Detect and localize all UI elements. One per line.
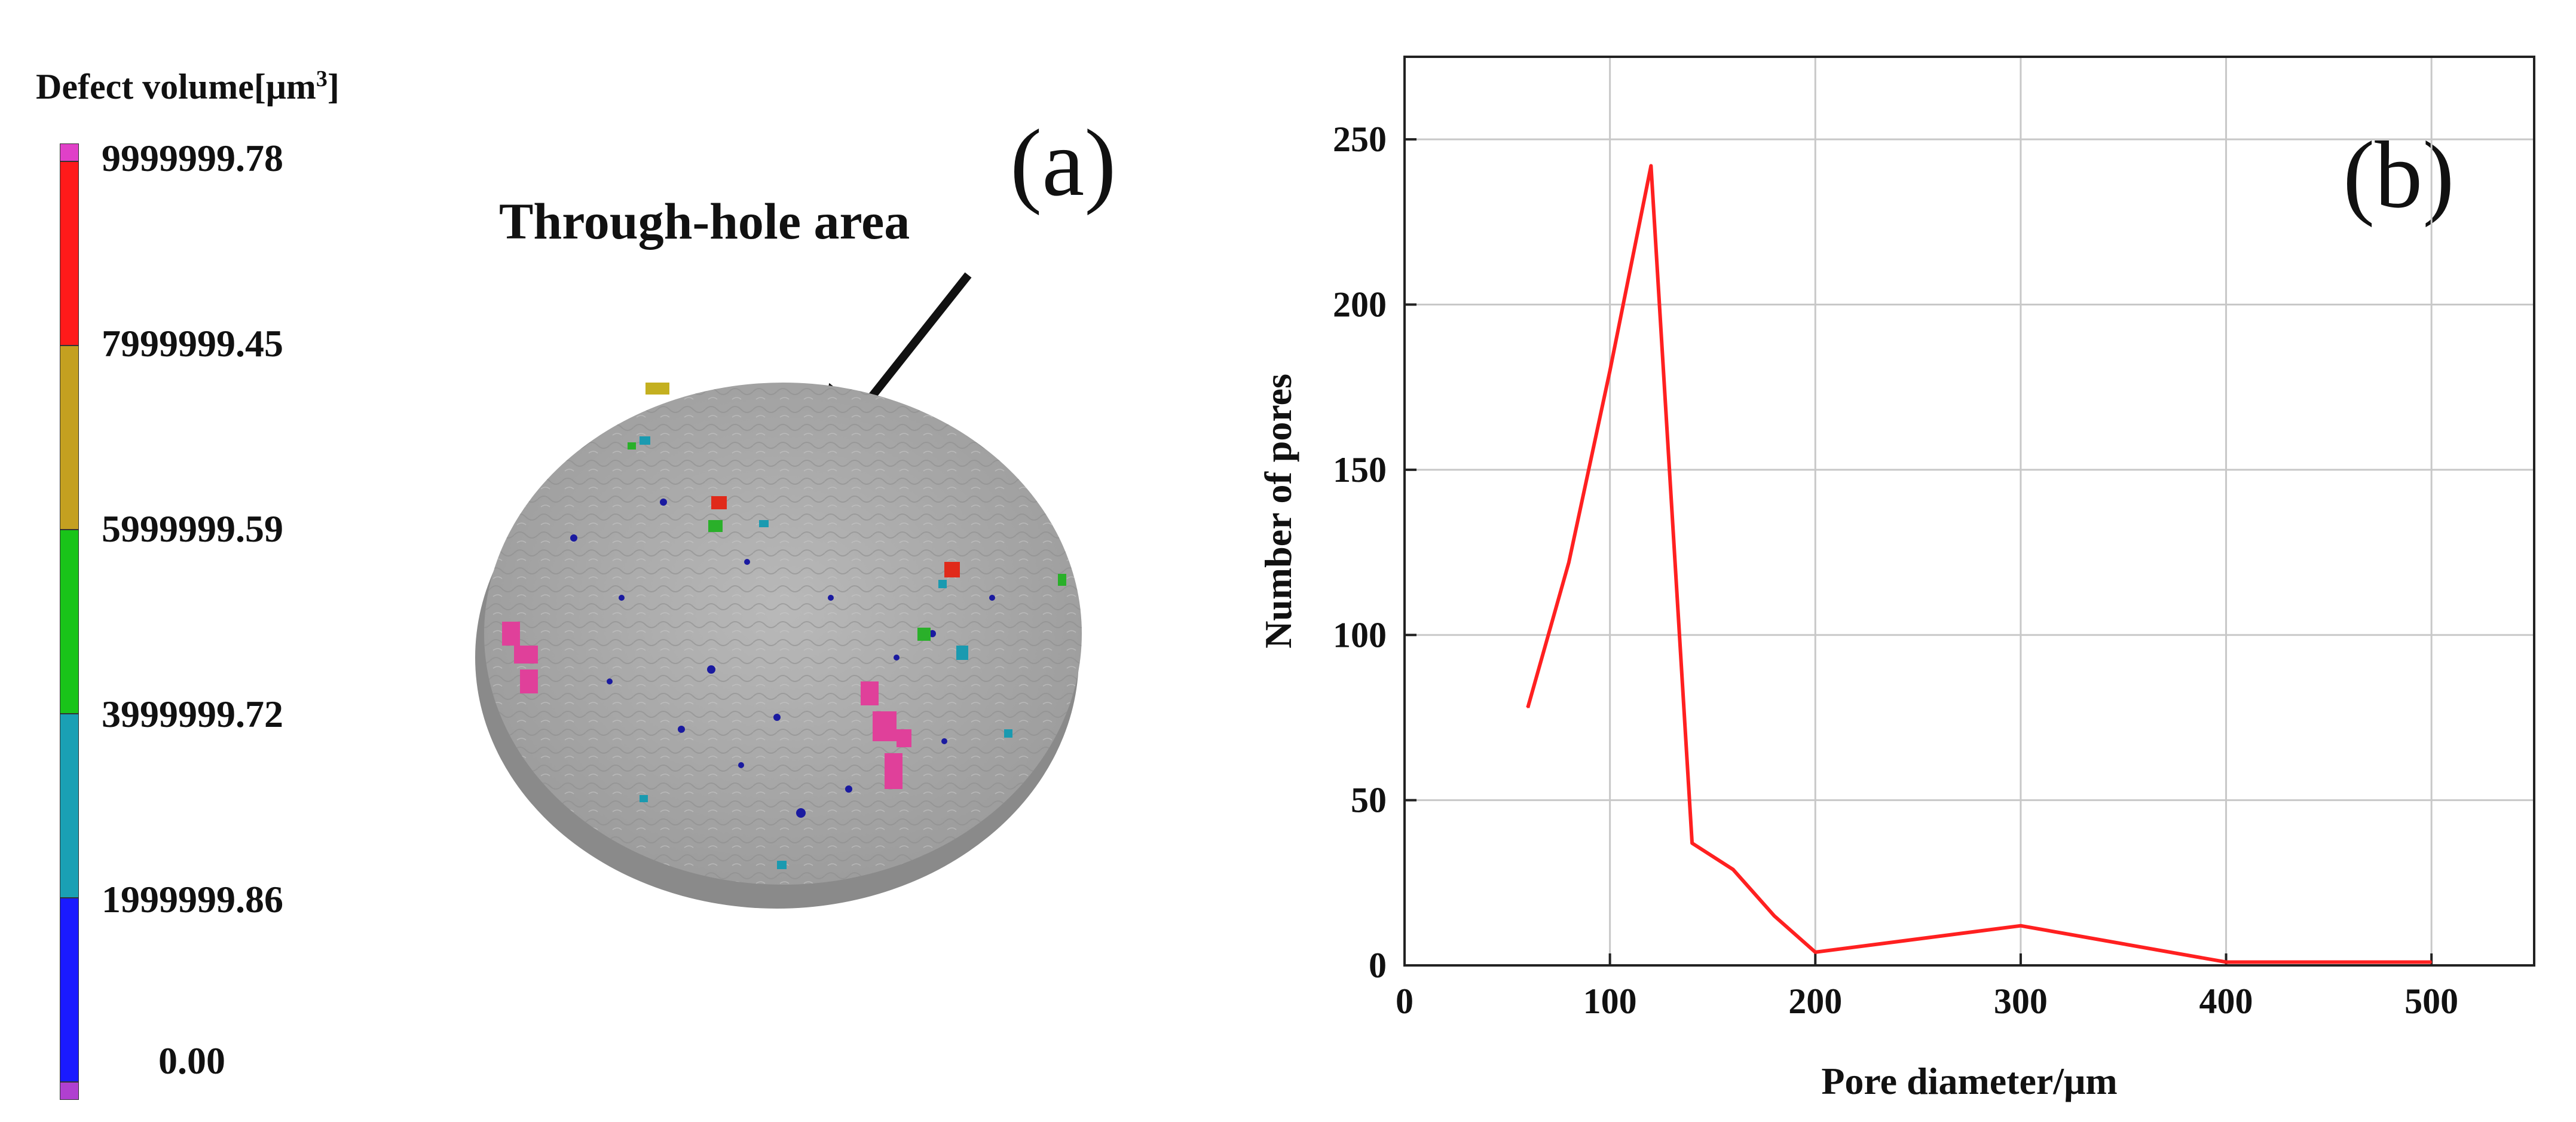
y-tick-label: 200 xyxy=(1333,285,1387,325)
y-tick-label: 0 xyxy=(1369,946,1387,985)
pore xyxy=(894,655,900,661)
pore xyxy=(711,496,727,509)
pore xyxy=(941,738,947,744)
x-tick-label: 400 xyxy=(2199,982,2253,1021)
x-tick-label: 100 xyxy=(1583,982,1637,1021)
data-point xyxy=(1773,915,1775,917)
pore-diameter-chart: 0 100 200 300 400 500 0 50 100 150 200 250 Pore dia… xyxy=(1257,56,2535,1102)
pore xyxy=(640,436,650,445)
pore xyxy=(861,681,879,705)
axis-ticks: 0 100 200 300 400 500 0 50 100 150 200 250 xyxy=(1333,120,2458,1021)
pore xyxy=(845,785,852,793)
pore xyxy=(607,678,613,684)
pore xyxy=(678,726,685,733)
pore-cluster-yellow xyxy=(645,383,669,395)
pore xyxy=(759,520,769,527)
x-tick-label: 0 xyxy=(1396,982,1414,1021)
pore xyxy=(917,628,931,641)
pore xyxy=(619,595,625,601)
pore xyxy=(502,622,520,646)
data-point xyxy=(1527,707,1529,708)
y-tick-label: 150 xyxy=(1333,450,1387,490)
pore xyxy=(1058,574,1066,586)
pore-cluster-magenta xyxy=(502,622,911,789)
pore xyxy=(777,861,787,869)
pore xyxy=(944,562,960,577)
colorbar xyxy=(60,143,79,1100)
pore xyxy=(570,534,577,542)
pore-cluster-green xyxy=(628,442,1066,641)
colorbar-label: 7999999.45 xyxy=(102,322,283,365)
pore xyxy=(708,520,723,532)
panel-a-letter: (a) xyxy=(1010,109,1116,216)
colorbar-title: Defect volume[μm3] xyxy=(36,66,339,108)
series-line-0 xyxy=(1526,164,2432,964)
x-tick-label: 200 xyxy=(1788,982,1842,1021)
series-layer xyxy=(1526,164,2433,964)
data-point xyxy=(1815,951,1816,953)
pore xyxy=(640,795,648,802)
data-point xyxy=(1650,165,1652,167)
pore xyxy=(897,729,911,747)
pore xyxy=(645,383,669,395)
pore xyxy=(828,595,834,601)
data-point xyxy=(1691,842,1693,844)
colorbar-label: 0.00 xyxy=(158,1040,225,1082)
pore xyxy=(1004,729,1012,738)
y-tick-label: 50 xyxy=(1351,781,1387,820)
pore xyxy=(873,711,897,741)
pore xyxy=(744,559,750,565)
colorbar-title-text: Defect volume[μm xyxy=(36,67,316,106)
y-tick-label: 100 xyxy=(1333,615,1387,655)
pore-cluster-red xyxy=(711,496,960,577)
pore xyxy=(660,499,667,506)
grid xyxy=(1405,57,2534,965)
colorbar-label: 3999999.72 xyxy=(102,693,283,735)
data-point xyxy=(1568,561,1570,563)
pore xyxy=(514,646,538,664)
pore xyxy=(738,762,744,768)
pore xyxy=(938,580,947,588)
colorbar-segment-blue xyxy=(60,897,79,1083)
x-axis-label: Pore diameter/μm xyxy=(1821,1060,2117,1102)
colorbar-title-end: ] xyxy=(327,67,339,106)
pore xyxy=(885,753,902,789)
x-tick-label: 300 xyxy=(1994,982,2048,1021)
colorbar-cap-bottom xyxy=(60,1081,79,1100)
pore xyxy=(956,646,968,660)
colorbar-label: 1999999.86 xyxy=(102,878,283,921)
colorbar-segment-yellow xyxy=(60,345,79,530)
data-point xyxy=(2020,925,2021,927)
pore xyxy=(773,714,781,721)
colorbar-title-superscript: 3 xyxy=(316,66,328,91)
colorbar-label: 5999999.59 xyxy=(102,508,283,550)
pore xyxy=(796,808,806,818)
pore-clusters xyxy=(502,383,1066,869)
specimen-texture xyxy=(484,383,1082,885)
data-point xyxy=(1609,370,1611,372)
data-point xyxy=(1732,869,1734,870)
pore-cluster-blue xyxy=(570,499,995,818)
data-point xyxy=(2225,961,2227,963)
through-hole-annotation: Through-hole area xyxy=(499,192,910,250)
pore xyxy=(707,665,715,674)
y-axis-label: Number of pores xyxy=(1257,374,1299,649)
specimen-scan xyxy=(475,383,1082,909)
pore-cluster-teal xyxy=(640,436,1012,869)
pore xyxy=(989,595,995,601)
data-point xyxy=(2431,961,2433,963)
x-tick-label: 500 xyxy=(2404,982,2458,1021)
plot-frame xyxy=(1403,56,2535,967)
y-tick-label: 250 xyxy=(1333,120,1387,159)
colorbar-label: 9999999.78 xyxy=(102,137,283,179)
pore xyxy=(628,442,636,450)
pore xyxy=(520,669,538,693)
